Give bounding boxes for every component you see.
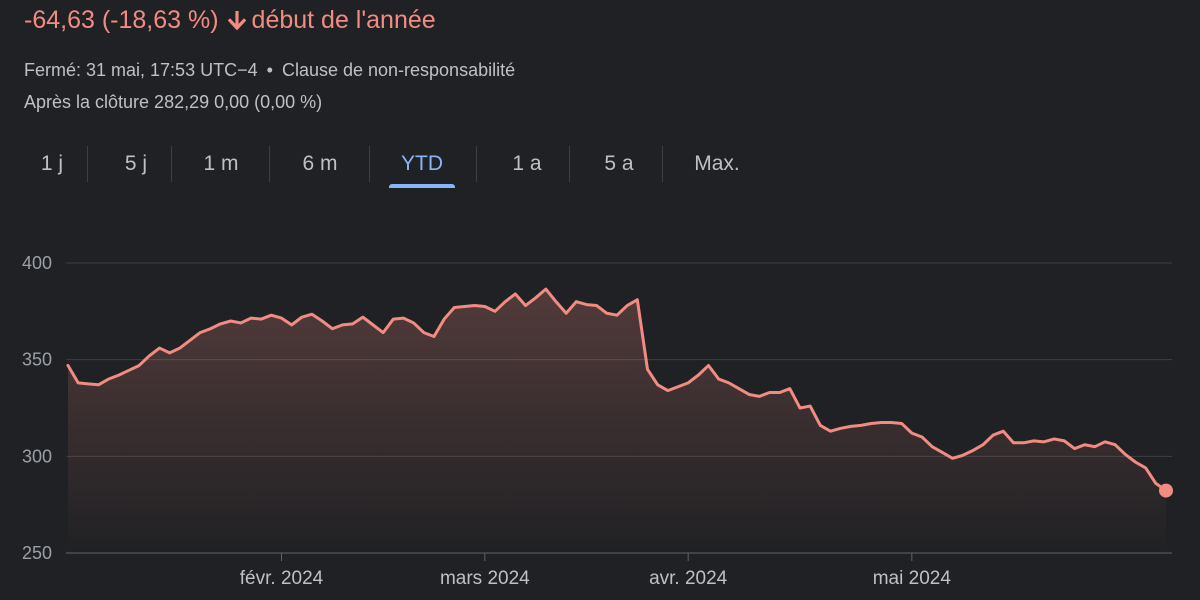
last-price-marker <box>1159 483 1173 498</box>
y-tick-label: 250 <box>22 543 52 563</box>
tab-divider <box>369 146 370 182</box>
chart-series <box>66 287 1173 553</box>
range-tab-5y[interactable]: 5 a <box>604 152 634 175</box>
bullet-separator: • <box>266 60 273 80</box>
y-tick-label: 300 <box>22 446 52 466</box>
closed-timestamp: Fermé: 31 mai, 17:53 UTC−4 <box>24 60 258 80</box>
tab-divider <box>476 146 477 182</box>
y-tick-label: 350 <box>22 350 52 370</box>
after-hours-line: Après la clôture 282,29 0,00 (0,00 %) <box>24 92 323 112</box>
range-tab-6m[interactable]: 6 m <box>302 152 338 175</box>
tab-divider <box>662 146 663 182</box>
range-tab-5d[interactable]: 5 j <box>124 152 148 175</box>
range-tab-1d[interactable]: 1 j <box>40 152 64 175</box>
market-status-line: Fermé: 31 mai, 17:53 UTC−4 • Clause de n… <box>24 60 515 81</box>
range-tab-max[interactable]: Max. <box>694 152 740 175</box>
x-tick-label: avr. 2024 <box>649 568 728 589</box>
chart-axis-labels: 400 350 300 250 févr. 2024 mars 2024 avr. 2024… <box>22 253 951 589</box>
time-range-tabs: 1 j 5 j 1 m 6 m YTD 1 a 5 a Max. <box>0 140 800 188</box>
range-tab-ytd[interactable]: YTD <box>389 140 455 188</box>
y-tick-label: 400 <box>22 253 52 273</box>
range-tab-1y[interactable]: 1 a <box>512 152 542 175</box>
tab-divider <box>171 146 172 182</box>
tab-divider <box>87 146 88 182</box>
price-change-summary: -64,63 (-18,63 %) début de l'année <box>24 6 436 35</box>
tab-divider <box>569 146 570 182</box>
x-tick-label: févr. 2024 <box>240 568 324 589</box>
price-area-fill <box>68 289 1166 553</box>
x-tick-label: mars 2024 <box>440 568 530 589</box>
price-line <box>66 287 1168 493</box>
x-tick-label: mai 2024 <box>873 568 952 589</box>
arrow-down-icon <box>227 10 246 31</box>
range-tab-1m[interactable]: 1 m <box>203 152 239 175</box>
tab-divider <box>269 146 270 182</box>
disclaimer-link[interactable]: Clause de non-responsabilité <box>281 60 516 80</box>
price-change-period: début de l'année <box>251 6 436 34</box>
price-change-value: -64,63 (-18,63 %) <box>24 6 219 34</box>
